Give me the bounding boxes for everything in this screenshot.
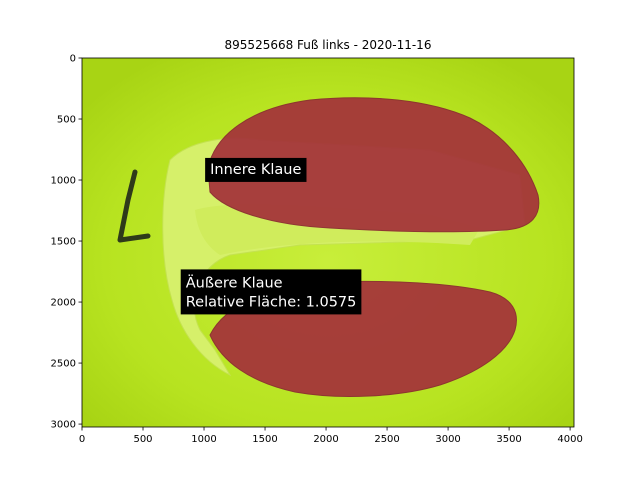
- x-tick-label: 2500: [374, 434, 399, 445]
- x-tick-label: 3000: [435, 434, 460, 445]
- x-axis: 0 500 1000 1500 2000 2500 3000 3500 4000: [79, 427, 583, 445]
- y-tick-label: 2000: [51, 298, 76, 309]
- annotation-outer-claw: Äußere Klaue Relative Fläche: 1.0575: [180, 269, 362, 315]
- annotation-text: Äußere Klaue: [186, 273, 283, 291]
- y-axis: 0 500 1000 1500 2000 2500 3000: [51, 54, 82, 431]
- annotation-box: [180, 269, 362, 315]
- chart-title: 895525668 Fuß links - 2020-11-16: [225, 38, 432, 52]
- hoof-photo: [82, 58, 574, 427]
- x-tick-label: 500: [133, 434, 152, 445]
- x-tick-label: 3500: [496, 434, 521, 445]
- x-tick-label: 1000: [191, 434, 216, 445]
- annotation-box: [205, 157, 307, 182]
- x-tick-label: 4000: [557, 434, 582, 445]
- y-tick-label: 0: [70, 54, 76, 65]
- y-tick-label: 3000: [51, 420, 76, 431]
- annotations: Innere Klaue Äußere Klaue Relative Fläche:…: [180, 157, 362, 315]
- y-tick-label: 500: [57, 115, 76, 126]
- y-tick-label: 1000: [51, 176, 76, 187]
- marker-l-icon: [117, 169, 151, 243]
- x-tick-label: 2000: [313, 434, 338, 445]
- y-tick-label: 1500: [51, 237, 76, 248]
- y-tick-label: 2500: [51, 359, 76, 370]
- annotation-text: Relative Fläche: 1.0575: [186, 294, 357, 310]
- x-tick-label: 0: [79, 434, 85, 445]
- x-tick-label: 1500: [252, 434, 277, 445]
- axes-frame: [81, 57, 575, 428]
- annotation-text: Innere Klaue: [210, 162, 301, 178]
- inner-claw-overlay: [207, 97, 540, 233]
- annotation-inner-claw: Innere Klaue: [205, 157, 307, 182]
